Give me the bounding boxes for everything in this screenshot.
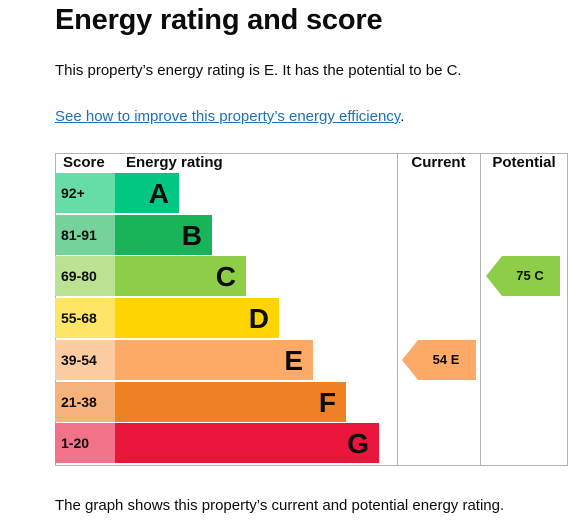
header-energy-rating: Energy rating: [126, 154, 223, 171]
chart-frame: [55, 153, 568, 466]
header-potential: Potential: [492, 154, 556, 171]
header-current: Current: [411, 154, 466, 171]
band-f: F: [115, 382, 346, 422]
score-range-e: 39-54: [55, 340, 115, 380]
band-c: C: [115, 256, 246, 296]
score-range-f: 21-38: [55, 382, 115, 422]
band-e: E: [115, 340, 313, 380]
energy-rating-chart: Score Energy rating Current Potential 92…: [55, 153, 568, 466]
band-g: G: [115, 423, 379, 463]
band-a: A: [115, 173, 179, 213]
improve-link-line: See how to improve this property’s energ…: [55, 107, 404, 127]
score-range-a: 92+: [55, 173, 115, 213]
score-range-b: 81-91: [55, 215, 115, 255]
page-title: Energy rating and score: [55, 4, 383, 36]
score-range-g: 1-20: [55, 423, 115, 463]
potential-rating-arrow: 75 C: [486, 256, 560, 296]
improve-efficiency-link[interactable]: See how to improve this property’s energ…: [55, 108, 401, 125]
score-range-d: 55-68: [55, 298, 115, 338]
rating-summary: This property’s energy rating is E. It h…: [55, 62, 462, 79]
grid-line-potential: [480, 153, 481, 466]
band-d: D: [115, 298, 279, 338]
chart-caption: The graph shows this property’s current …: [55, 497, 505, 514]
band-b: B: [115, 215, 212, 255]
grid-line-top: [55, 153, 568, 154]
current-rating-arrow: 54 E: [402, 340, 476, 380]
header-score: Score: [63, 154, 105, 171]
grid-line-bottom: [55, 465, 568, 466]
link-suffix: .: [400, 108, 405, 125]
grid-line-current: [397, 153, 398, 466]
score-range-c: 69-80: [55, 256, 115, 296]
